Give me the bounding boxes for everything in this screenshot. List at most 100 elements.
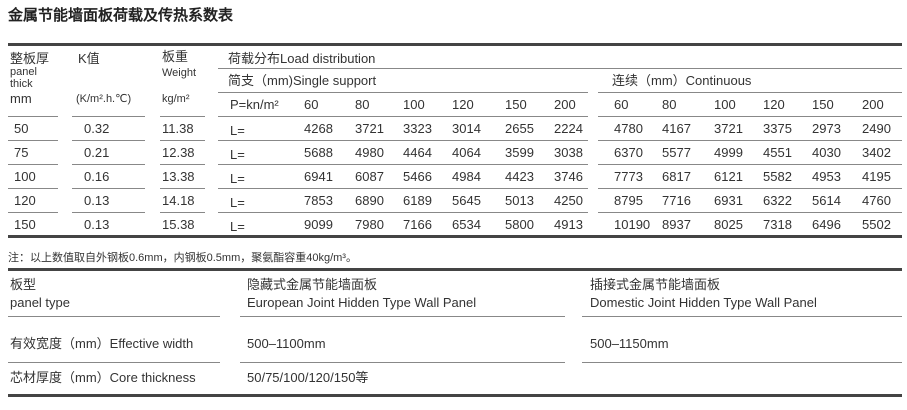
single-span-value: 5800 — [505, 217, 534, 232]
continuous-span-value: 5614 — [812, 193, 841, 208]
load-header-single: 60 — [304, 97, 319, 112]
panel-a-cn: 隐藏式金属节能墙面板 — [247, 277, 378, 292]
divider — [218, 116, 588, 117]
divider — [8, 140, 58, 141]
divider — [218, 188, 588, 189]
row-k-value: 0.13 — [84, 193, 110, 208]
single-span-value: 3323 — [403, 121, 432, 136]
single-span-value: 6941 — [304, 169, 333, 184]
continuous-span-value: 6370 — [614, 145, 643, 160]
k-unit: (K/m².h.℃) — [76, 93, 132, 105]
row-l-label: L= — [230, 195, 245, 210]
continuous-span-value: 6931 — [714, 193, 743, 208]
row-l-label: L= — [230, 147, 245, 162]
single-span-value: 3599 — [505, 145, 534, 160]
panel-type-label-en: panel type — [10, 295, 70, 310]
continuous-span-value: 4030 — [812, 145, 841, 160]
divider — [240, 362, 565, 363]
load-header-continuous: 80 — [662, 97, 677, 112]
continuous-span-value: 2490 — [862, 121, 891, 136]
row-weight: 15.38 — [162, 217, 195, 232]
divider — [72, 140, 145, 141]
continuous-span-value: 7773 — [614, 169, 643, 184]
continuous-span-value: 5582 — [763, 169, 792, 184]
load-header-continuous: 120 — [763, 97, 785, 112]
continuous-span-value: 5502 — [862, 217, 891, 232]
divider — [8, 235, 902, 238]
divider — [8, 316, 220, 317]
row-weight: 14.18 — [162, 193, 195, 208]
continuous-span-value: 4760 — [862, 193, 891, 208]
thick-unit: mm — [10, 91, 32, 106]
single-span-value: 5645 — [452, 193, 481, 208]
effective-width-b: 500–1150mm — [590, 336, 669, 351]
thick-header-en: panel — [10, 66, 37, 78]
continuous-span-value: 4999 — [714, 145, 743, 160]
continuous-span-value: 8795 — [614, 193, 643, 208]
divider — [218, 140, 588, 141]
divider — [8, 362, 220, 363]
row-k-value: 0.13 — [84, 217, 110, 232]
continuous-span-value: 8937 — [662, 217, 691, 232]
continuous-span-value: 4167 — [662, 121, 691, 136]
load-header-continuous: 200 — [862, 97, 884, 112]
single-span-value: 3721 — [355, 121, 384, 136]
continuous-span-value: 6817 — [662, 169, 691, 184]
single-span-value: 5466 — [403, 169, 432, 184]
row-k-value: 0.32 — [84, 121, 110, 136]
load-header-single: 120 — [452, 97, 474, 112]
load-header-single: 150 — [505, 97, 527, 112]
divider — [8, 394, 902, 397]
divider — [218, 92, 588, 93]
row-thickness: 100 — [14, 169, 36, 184]
single-span-value: 5013 — [505, 193, 534, 208]
row-thickness: 50 — [14, 121, 29, 136]
thick-header-en: thick — [10, 78, 33, 90]
divider — [160, 164, 205, 165]
divider — [160, 212, 205, 213]
continuous-span-value: 2973 — [812, 121, 841, 136]
divider — [582, 316, 902, 317]
single-span-value: 4984 — [452, 169, 481, 184]
load-distribution-header: 荷载分布Load distribution — [228, 51, 376, 66]
row-thickness: 120 — [14, 193, 36, 208]
row-thickness: 150 — [14, 217, 36, 232]
single-span-value: 4913 — [554, 217, 583, 232]
row-l-label: L= — [230, 123, 245, 138]
divider — [160, 140, 205, 141]
single-span-value: 7853 — [304, 193, 333, 208]
continuous-span-value: 4551 — [763, 145, 792, 160]
continuous-span-value: 6496 — [812, 217, 841, 232]
divider — [8, 43, 902, 46]
core-thickness-a: 50/75/100/120/150等 — [247, 370, 369, 385]
single-span-value: 4423 — [505, 169, 534, 184]
continuous-span-value: 4953 — [812, 169, 841, 184]
k-header: K值 — [78, 51, 100, 66]
divider — [8, 164, 58, 165]
continuous-span-value: 7716 — [662, 193, 691, 208]
divider — [8, 188, 58, 189]
divider — [8, 116, 58, 117]
divider — [598, 140, 902, 141]
row-k-value: 0.16 — [84, 169, 110, 184]
single-span-value: 6534 — [452, 217, 481, 232]
single-span-value: 4980 — [355, 145, 384, 160]
row-l-label: L= — [230, 219, 245, 234]
single-span-value: 4064 — [452, 145, 481, 160]
single-span-value: 4268 — [304, 121, 333, 136]
single-span-value: 3014 — [452, 121, 481, 136]
divider — [72, 116, 145, 117]
divider — [218, 212, 588, 213]
divider — [598, 212, 902, 213]
continuous-span-value: 6322 — [763, 193, 792, 208]
weight-header: 板重 — [162, 49, 189, 64]
continuous-header: 连续（mm）Continuous — [612, 73, 752, 88]
continuous-span-value: 3375 — [763, 121, 792, 136]
single-span-value: 2655 — [505, 121, 534, 136]
row-l-label: L= — [230, 171, 245, 186]
single-span-value: 9099 — [304, 217, 333, 232]
effective-width-label: 有效宽度（mm）Effective width — [10, 336, 194, 351]
single-span-value: 4464 — [403, 145, 432, 160]
panel-a-en: European Joint Hidden Type Wall Panel — [247, 295, 477, 310]
